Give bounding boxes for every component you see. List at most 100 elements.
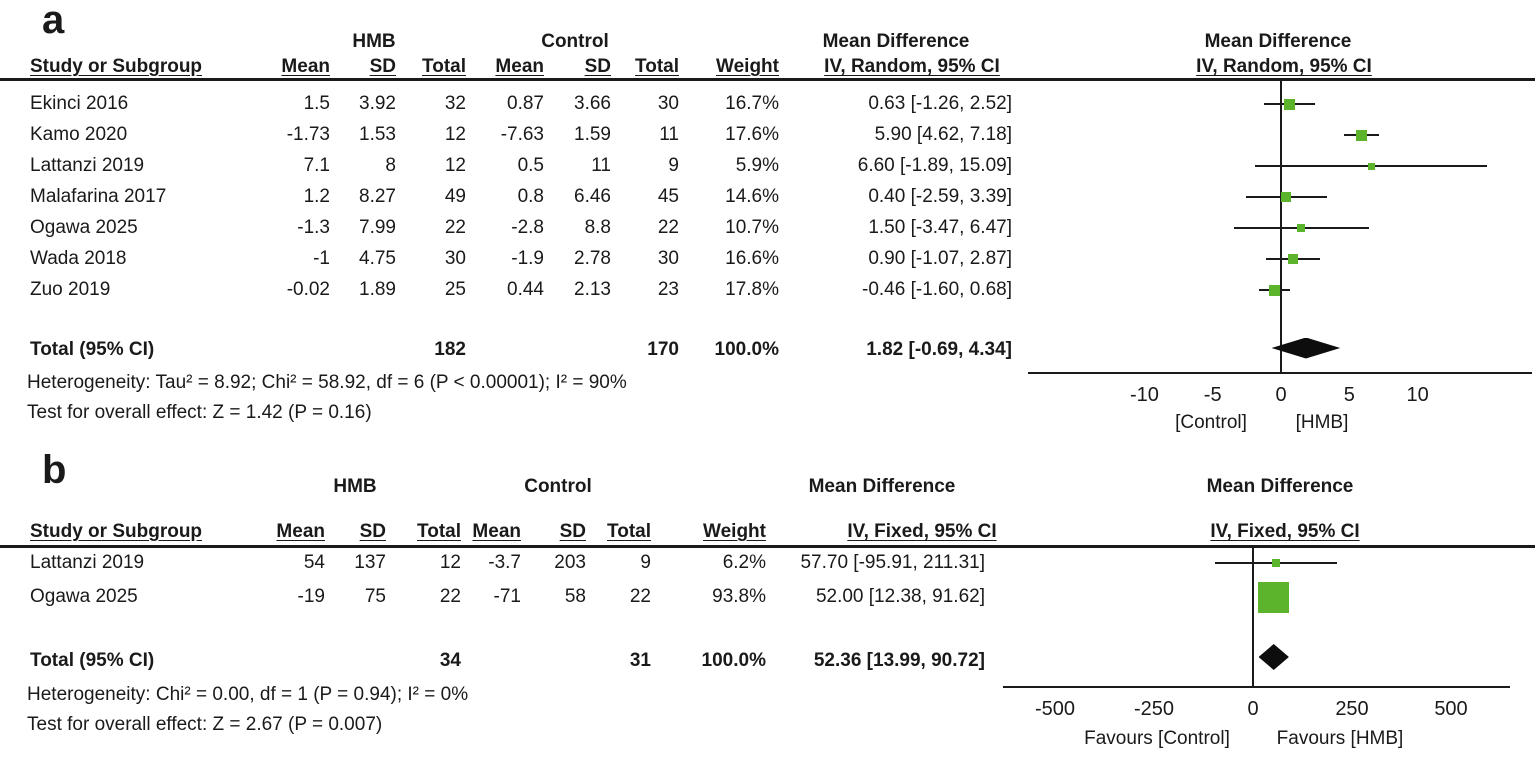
cell-name: Kamo 2020: [30, 124, 128, 145]
cell-t_sd: 7.99: [359, 217, 396, 238]
cell-c_mean: -1.9: [511, 248, 544, 269]
cell-t_sd: 75: [364, 586, 386, 607]
cell-c_sd: 11: [591, 155, 611, 176]
axis-tick-label: -10: [1129, 384, 1159, 406]
effect-square: [1269, 284, 1281, 296]
cell-weight: 93.8%: [712, 586, 766, 607]
total-row: Total (95% CI) 182 170 100.0% 1.82 [-0.6…: [30, 335, 1012, 365]
cell-c_sd: 8.8: [584, 217, 611, 238]
cell-t_mean: 1.5: [303, 93, 330, 114]
cell-weight: 14.6%: [725, 186, 779, 207]
group-header-hmb: HMB: [333, 476, 377, 497]
col-header-weight: Weight: [716, 56, 779, 77]
cell-c_mean: -3.7: [488, 552, 521, 573]
cell-weight: 17.6%: [725, 124, 779, 145]
total-control-n: 31: [629, 650, 651, 671]
cell-t_total: 12: [444, 124, 466, 145]
cell-ci_text: 1.50 [-3.47, 6.47]: [868, 217, 1012, 238]
col-header-control-mean: Mean: [472, 521, 521, 542]
cell-weight: 17.8%: [725, 279, 779, 300]
cell-c_sd: 6.46: [574, 186, 611, 207]
cell-c_mean: 0.8: [517, 186, 544, 207]
col-header-ci-plot: IV, Random, 95% CI: [1196, 56, 1372, 77]
col-header-control-total: Total: [635, 56, 679, 77]
cell-t_total: 25: [444, 279, 466, 300]
col-header-weight: Weight: [703, 521, 766, 542]
study-row: Lattanzi 2019 7.1 8 12 0.5 11 9 5.9% 6.60 [-1.89…: [30, 151, 1012, 181]
col-header-hmb-total: Total: [417, 521, 461, 542]
total-hmb-n: 34: [439, 650, 461, 671]
cell-t_sd: 8: [385, 155, 396, 176]
col-header-control-sd: SD: [559, 521, 586, 542]
cell-c_mean: -2.8: [511, 217, 544, 238]
cell-c_total: 22: [657, 217, 679, 238]
study-row: Lattanzi 2019 54 137 12 -3.7 203 9 6.2% 57.70 [-…: [30, 548, 985, 578]
cell-name: Ekinci 2016: [30, 93, 129, 114]
study-row: Kamo 2020 -1.73 1.53 12 -7.63 1.59 11 17.6% 5.90…: [30, 120, 1012, 150]
cell-c_total: 9: [640, 552, 651, 573]
total-weight: 100.0%: [714, 339, 779, 360]
cell-weight: 16.6%: [725, 248, 779, 269]
cell-c_total: 45: [657, 186, 679, 207]
cell-c_total: 9: [668, 155, 679, 176]
cell-c_sd: 58: [564, 586, 586, 607]
effect-square: [1281, 192, 1292, 202]
group-header-control: Control: [541, 31, 609, 52]
cell-ci_text: 5.90 [4.62, 7.18]: [874, 124, 1012, 145]
effect-square: [1288, 254, 1299, 264]
effect-square: [1271, 559, 1280, 567]
overall-effect-text: Test for overall effect: Z = 2.67 (P = 0…: [27, 714, 383, 735]
cell-c_sd: 2.13: [574, 279, 611, 300]
cell-c_total: 11: [659, 124, 679, 145]
col-header-study: Study or Subgroup: [30, 521, 203, 542]
cell-ci_text: 0.90 [-1.07, 2.87]: [868, 248, 1012, 269]
col-header-hmb-total: Total: [422, 56, 466, 77]
cell-name: Lattanzi 2019: [30, 155, 145, 176]
favours-control-label: [Control]: [1175, 412, 1247, 433]
col-header-hmb-sd: SD: [359, 521, 386, 542]
favours-control-label: Favours [Control]: [1084, 728, 1230, 749]
total-ci: 1.82 [-0.69, 4.34]: [866, 339, 1012, 360]
axis-tick-label: 10: [1406, 384, 1429, 406]
cell-t_mean: 7.1: [303, 155, 330, 176]
cell-t_total: 32: [444, 93, 466, 114]
cell-weight: 6.2%: [722, 552, 766, 573]
axis-tick-label: 5: [1343, 384, 1355, 406]
effect-square: [1356, 129, 1368, 141]
cell-weight: 16.7%: [725, 93, 779, 114]
cell-ci_text: 0.63 [-1.26, 2.52]: [868, 93, 1012, 114]
total-row: Total (95% CI) 34 31 100.0% 52.36 [13.99…: [30, 646, 985, 676]
col-header-control-mean: Mean: [495, 56, 544, 77]
pooled-diamond: [1271, 337, 1341, 359]
col-header-hmb-mean: Mean: [276, 521, 325, 542]
axis-tick-label: -250: [1133, 698, 1175, 720]
cell-t_total: 12: [439, 552, 461, 573]
total-label: Total (95% CI): [30, 339, 155, 360]
cell-c_total: 30: [657, 248, 679, 269]
heterogeneity-text: Heterogeneity: Tau² = 8.92; Chi² = 58.92…: [27, 372, 627, 393]
heterogeneity-text: Heterogeneity: Chi² = 0.00, df = 1 (P = …: [27, 684, 469, 705]
cell-c_sd: 2.78: [574, 248, 611, 269]
group-header-control: Control: [524, 476, 592, 497]
axis-tick-label: -500: [1034, 698, 1076, 720]
cell-name: Zuo 2019: [30, 279, 111, 300]
effect-square: [1297, 224, 1306, 232]
effect-square: [1367, 162, 1375, 170]
zero-line: [1252, 548, 1254, 688]
cell-t_total: 22: [444, 217, 466, 238]
cell-c_mean: 0.44: [507, 279, 544, 300]
group-header-mean-difference: Mean Difference: [822, 31, 970, 52]
cell-c_mean: 0.5: [517, 155, 544, 176]
overall-effect-text: Test for overall effect: Z = 1.42 (P = 0…: [27, 402, 372, 423]
cell-weight: 5.9%: [735, 155, 779, 176]
cell-c_sd: 1.59: [574, 124, 611, 145]
cell-name: Ogawa 2025: [30, 586, 138, 607]
study-row: Ekinci 2016 1.5 3.92 32 0.87 3.66 30 16.7% 0.63 …: [30, 89, 1012, 119]
study-row: Wada 2018 -1 4.75 30 -1.9 2.78 30 16.6% 0.90 [-1…: [30, 244, 1012, 274]
cell-c_mean: 0.87: [507, 93, 544, 114]
cell-c_sd: 203: [554, 552, 586, 573]
cell-t_total: 12: [444, 155, 466, 176]
effect-square: [1284, 98, 1296, 110]
group-header-mean-difference-plot: Mean Difference: [1206, 476, 1354, 497]
